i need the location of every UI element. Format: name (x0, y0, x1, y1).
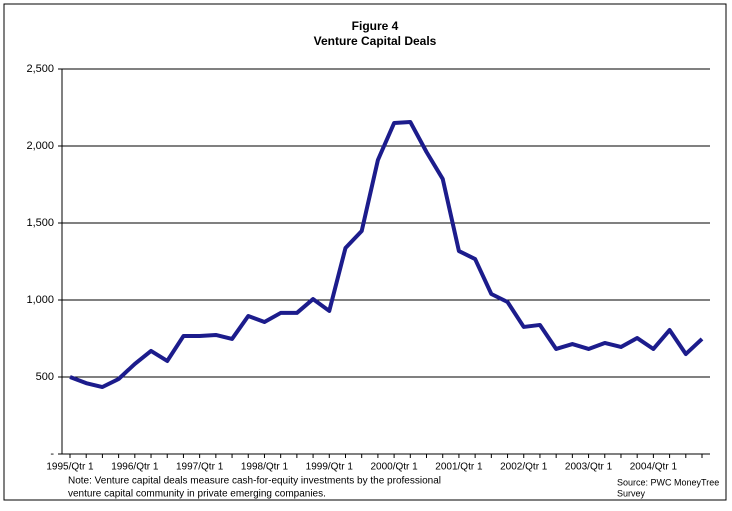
source: Source: PWC MoneyTree (617, 477, 719, 487)
x-tick-label: 1998/Qtr 1 (241, 462, 289, 473)
y-tick-label: - (50, 448, 54, 460)
note: Note: Venture capital deals measure cash… (68, 476, 441, 487)
x-tick-label: 2003/Qtr 1 (565, 462, 613, 473)
x-tick-label: 2002/Qtr 1 (500, 462, 548, 473)
x-tick-label: 1997/Qtr 1 (176, 462, 224, 473)
chart-title: Figure 4 (352, 19, 399, 33)
source: Survey (617, 488, 646, 498)
y-tick-label: 1,500 (26, 217, 54, 229)
x-tick-label: 2001/Qtr 1 (435, 462, 483, 473)
x-tick-label: 1999/Qtr 1 (306, 462, 354, 473)
note: venture capital community in private eme… (68, 489, 326, 500)
chart-frame (3, 3, 727, 501)
chart-subtitle: Venture Capital Deals (314, 34, 437, 48)
x-tick-label: 1996/Qtr 1 (111, 462, 159, 473)
x-tick-label: 2000/Qtr 1 (370, 462, 418, 473)
x-tick-label: 2004/Qtr 1 (630, 462, 678, 473)
y-tick-label: 1,000 (26, 294, 54, 306)
x-tick-label: 1995/Qtr 1 (46, 462, 94, 473)
y-tick-label: 2,000 (26, 140, 54, 152)
data-line (69, 119, 704, 390)
y-tick-label: 500 (36, 371, 54, 383)
y-tick-label: 2,500 (26, 63, 54, 75)
